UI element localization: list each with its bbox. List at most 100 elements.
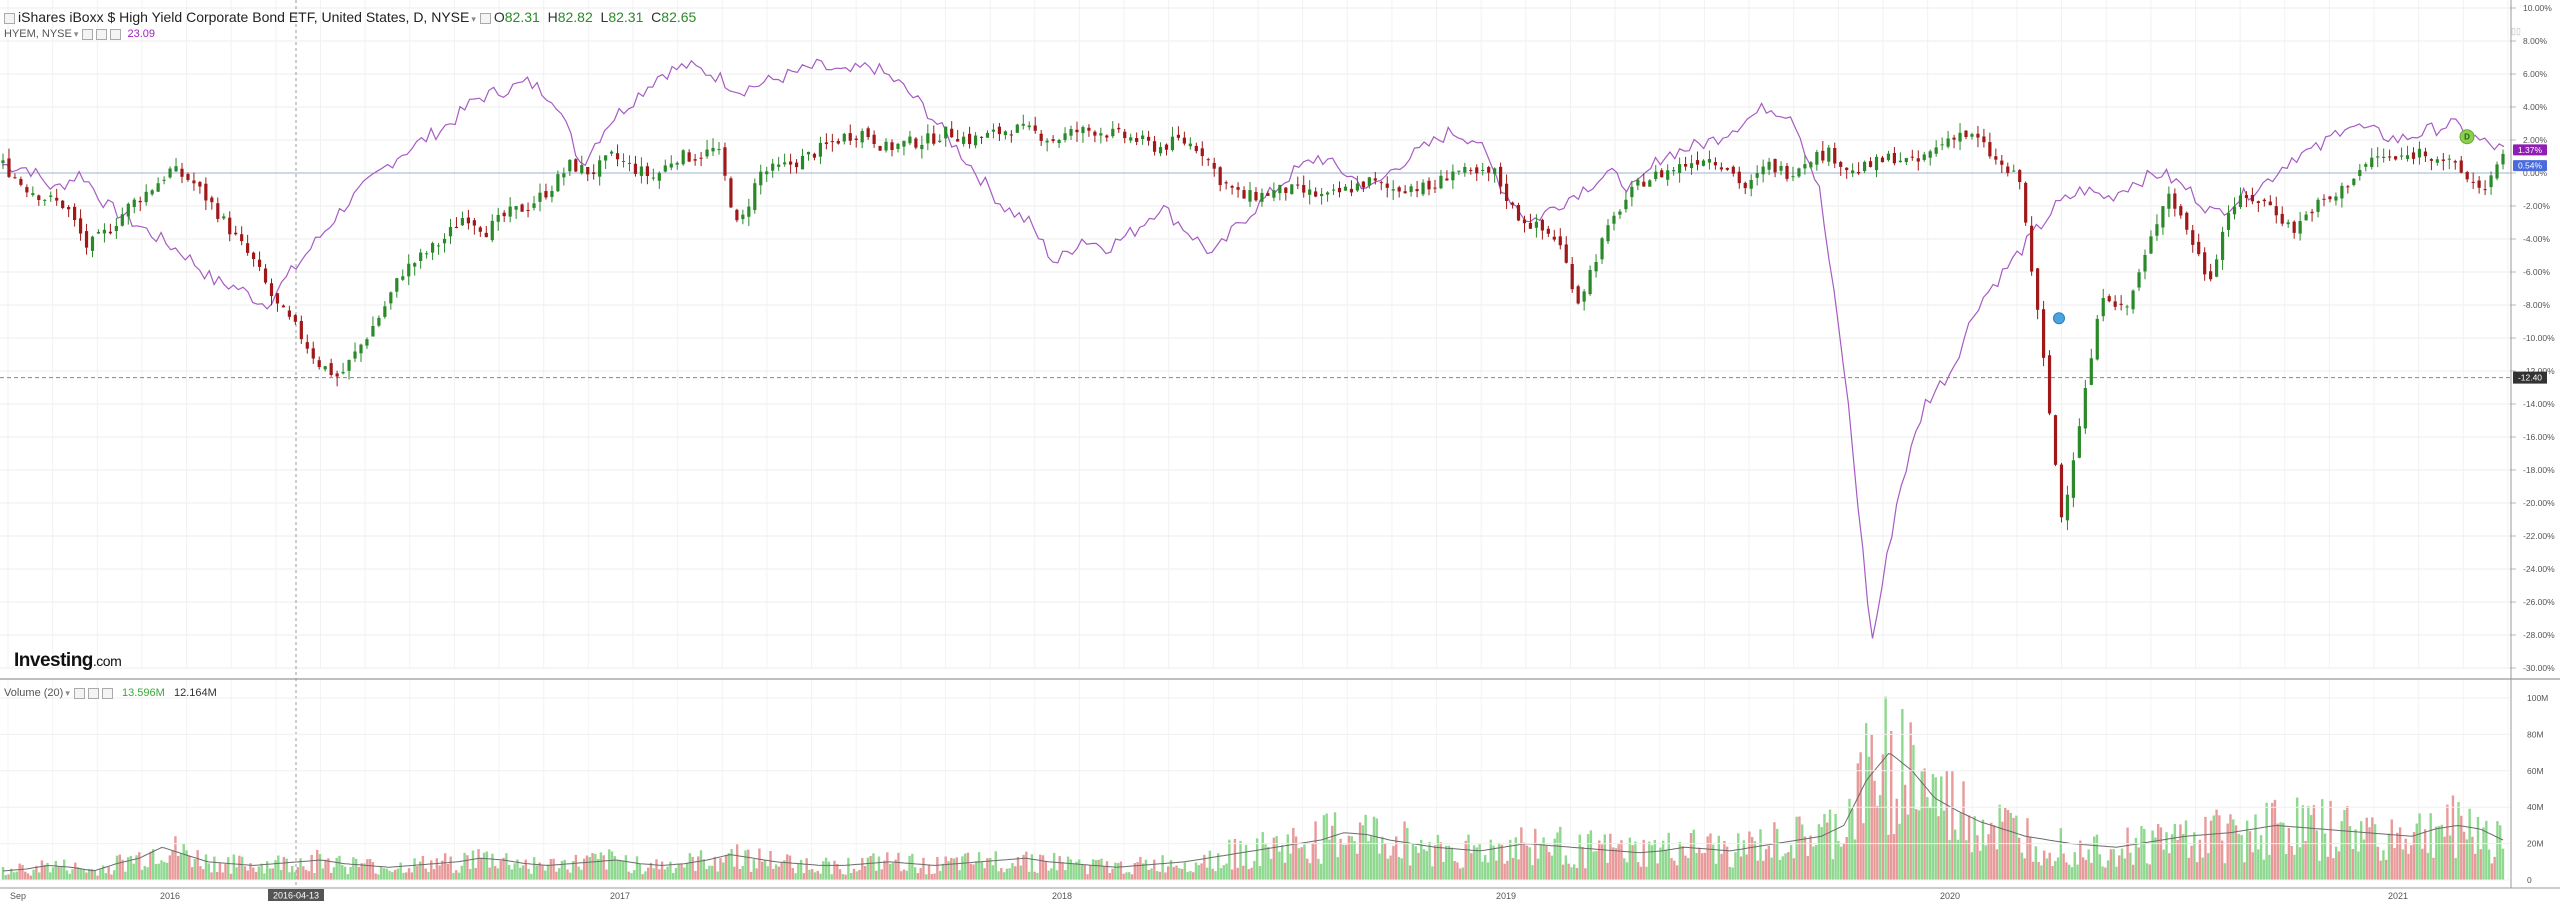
volume-bar (343, 866, 347, 880)
volume-bar (1189, 871, 1192, 880)
candle-down (1152, 141, 1157, 152)
volume-bar (160, 860, 163, 880)
volume-bar (4, 875, 7, 880)
settings-box-icon[interactable] (479, 12, 491, 24)
volume-bar (388, 870, 391, 880)
compare-value: 23.09 (127, 28, 155, 40)
candle-up (1928, 151, 1932, 158)
volume-bar (744, 850, 747, 880)
volume-bar (238, 855, 241, 880)
volume-bar (88, 868, 91, 880)
volume-bar (282, 856, 286, 880)
candle-down (812, 153, 817, 158)
volume-bar (566, 869, 569, 880)
volume-bar (1089, 864, 1092, 880)
volume-bar (2076, 864, 2079, 880)
candle-up (1063, 133, 1067, 140)
volume-bar (1272, 837, 1276, 880)
close-label: C (651, 9, 662, 25)
volume-bar (897, 852, 900, 880)
volume-bar (836, 864, 839, 880)
volume-bar (1239, 840, 1242, 880)
candle-down (2453, 161, 2457, 163)
volume-bar (232, 854, 236, 880)
candle-up (926, 133, 930, 144)
screenshot-icon[interactable]: ▯▯ (2511, 26, 2521, 36)
volume-bar (1178, 868, 1181, 880)
volume-bar (1812, 846, 1815, 880)
candle-up (1970, 134, 1974, 137)
volume-bar (391, 872, 394, 880)
candle-down (2322, 198, 2326, 200)
volume-bar (1, 867, 5, 880)
volume-bar (104, 873, 108, 880)
volume-settings-icon[interactable] (73, 687, 85, 699)
volume-bar (1976, 835, 1979, 880)
volume-bar (279, 870, 283, 880)
volume-bar (724, 855, 728, 880)
volume-bar (246, 870, 249, 880)
volume-bar (2154, 837, 2157, 880)
volume-bar (2501, 848, 2505, 880)
volume-bar (335, 857, 338, 880)
volume-bar (1470, 853, 1473, 880)
compare-chevron-icon[interactable]: ▾ (73, 29, 79, 39)
candle-down (2018, 170, 2022, 183)
candle-down (1033, 125, 1037, 131)
y-tick-label: -24.00% (2523, 564, 2555, 574)
candle-up (604, 155, 608, 161)
volume-bar (2101, 866, 2104, 880)
candle-down (2477, 180, 2481, 188)
collapse-legend-icon[interactable] (4, 12, 15, 24)
volume-chevron-icon[interactable]: ▾ (65, 688, 70, 698)
volume-bar (1920, 771, 1923, 880)
volume-hide-icon[interactable] (87, 687, 99, 699)
volume-bar (2131, 864, 2135, 880)
volume-bar (2120, 848, 2124, 880)
chevron-down-icon[interactable]: ▾ (471, 14, 476, 24)
volume-bar (571, 861, 575, 880)
candle-down (1051, 139, 1055, 141)
candle-up (1612, 215, 1616, 224)
volume-bar (1617, 844, 1620, 880)
y-tick-label: -18.00% (2523, 465, 2555, 475)
volume-bar (516, 859, 519, 880)
candle-up (1272, 190, 1276, 198)
compare-settings-icon[interactable] (82, 28, 94, 40)
volume-bar (2201, 857, 2204, 880)
candle-up (1439, 175, 1443, 189)
candle-up (1654, 171, 1658, 179)
volume-bar (363, 863, 366, 880)
volume-bar (933, 873, 936, 880)
volume-bar (1119, 861, 1123, 880)
candle-up (1648, 180, 1652, 187)
volume-bar (1364, 814, 1367, 880)
volume-bar (1703, 852, 1707, 880)
volume-remove-icon[interactable] (101, 687, 113, 699)
volume-bar (1445, 845, 1448, 880)
volume-bar (1745, 854, 1748, 880)
candle-down (1695, 160, 1700, 165)
candle-up (371, 325, 375, 337)
volume-bar (321, 868, 324, 880)
candle-down (967, 133, 972, 145)
volume-bar (772, 868, 775, 880)
candle-up (1081, 127, 1085, 134)
volume-bar (2340, 821, 2343, 880)
compare-remove-icon[interactable] (110, 28, 122, 40)
candle-up (2143, 254, 2147, 272)
compare-hide-icon[interactable] (96, 28, 108, 40)
volume-bar (2140, 826, 2143, 880)
x-tick-label: 2016 (160, 891, 180, 901)
last-value-label: 1.37% (2518, 145, 2543, 155)
volume-bar (2315, 830, 2318, 880)
volume-bar (1912, 744, 1915, 880)
candle-up (1666, 170, 1670, 180)
volume-bar (2485, 820, 2488, 880)
volume-bar (874, 870, 878, 880)
volume-bar (227, 857, 230, 880)
candle-down (1719, 167, 1723, 170)
candle-up (1057, 139, 1061, 144)
volume-bar (1648, 841, 1651, 880)
